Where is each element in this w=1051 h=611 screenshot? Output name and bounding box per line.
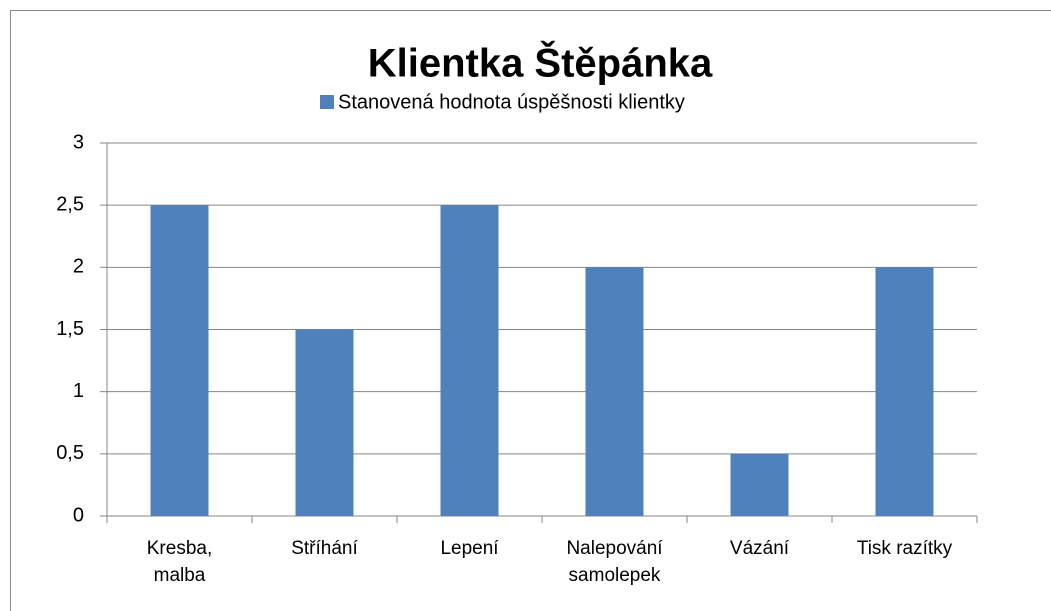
y-tick-label: 3 [73, 131, 84, 153]
bar [585, 267, 644, 516]
x-tick-label: Lepení [440, 538, 499, 559]
bar [295, 329, 354, 516]
y-tick-label: 1 [73, 380, 84, 402]
x-tick-label: Stříhání [291, 538, 358, 559]
y-tick-label: 2,5 [56, 193, 84, 215]
x-tick-label: Vázání [729, 538, 790, 559]
bar [730, 453, 789, 516]
x-tick-label: Kresba, malba [146, 538, 213, 586]
y-tick-label: 0 [73, 504, 84, 526]
legend-label: Stanovená hodnota úspěšnosti klientky [338, 91, 685, 113]
chart-title: Klientka Štěpánka [368, 40, 713, 86]
x-tick-label: Nalepování samolepek [566, 538, 663, 586]
x-tick-label: Tisk razítky [856, 538, 953, 559]
y-tick-label: 0,5 [56, 442, 84, 464]
legend-swatch [320, 95, 334, 109]
y-tick-label: 1,5 [56, 318, 84, 340]
bar [440, 205, 499, 516]
bar [875, 267, 934, 516]
y-tick-label: 2 [73, 256, 84, 278]
bar [150, 205, 209, 516]
